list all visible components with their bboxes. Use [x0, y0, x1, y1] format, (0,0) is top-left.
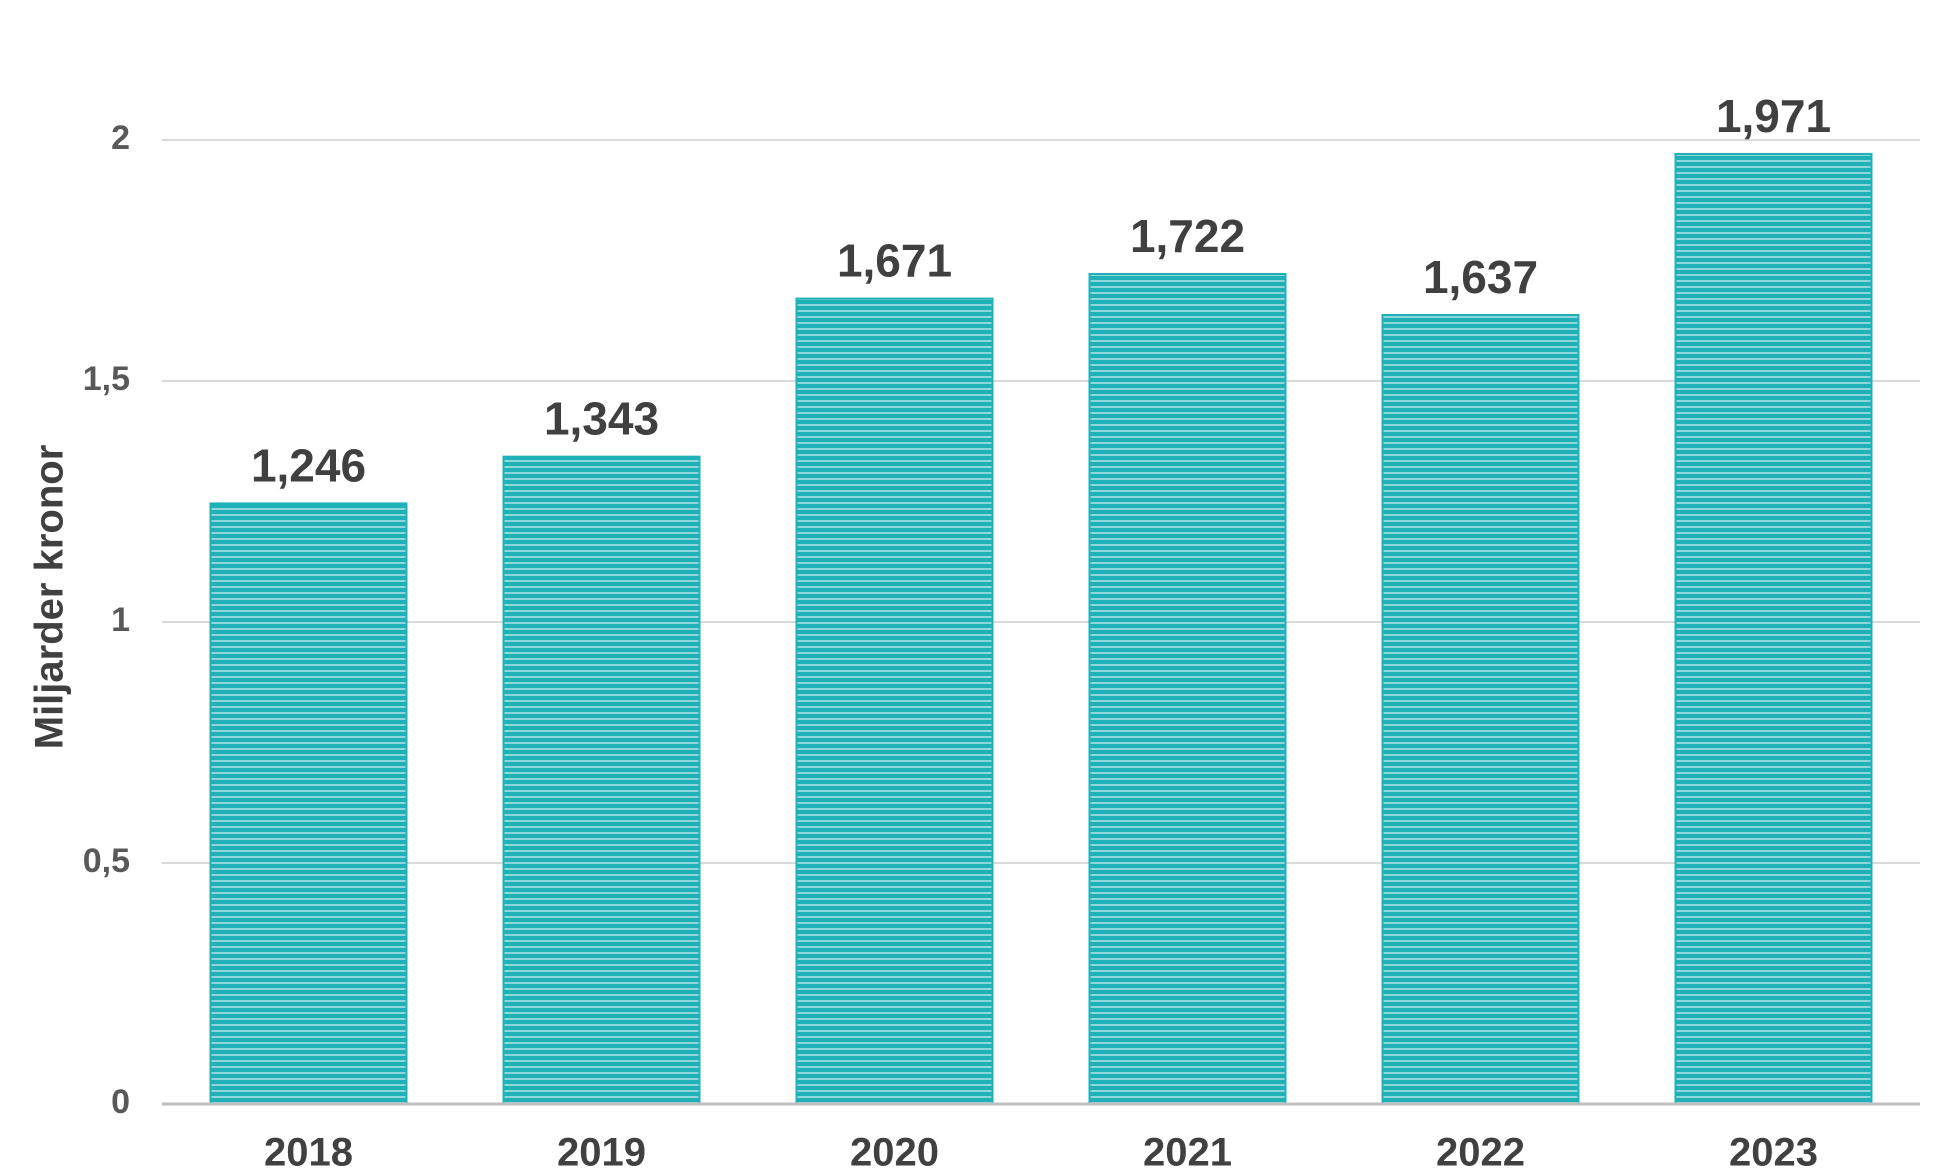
y-tick-label: 0 [111, 1083, 130, 1121]
bar [502, 455, 701, 1105]
x-tick-label: 2023 [1729, 1131, 1818, 1174]
bar [209, 502, 408, 1106]
y-tick-label: 1 [111, 601, 130, 639]
value-label: 1,343 [544, 393, 659, 445]
bar [1381, 313, 1580, 1105]
y-tick-label: 0,5 [83, 842, 130, 880]
x-tick-label: 2021 [1143, 1131, 1232, 1174]
x-tick-label: 2022 [1436, 1131, 1525, 1174]
value-label: 1,971 [1716, 90, 1831, 142]
x-tick-label: 2018 [264, 1131, 353, 1174]
y-tick-label: 1,5 [83, 360, 130, 398]
bar [795, 297, 994, 1105]
value-label: 1,246 [251, 439, 366, 491]
value-label: 1,722 [1130, 210, 1245, 262]
y-tick-label: 2 [111, 119, 130, 157]
bar [1088, 272, 1287, 1106]
value-label: 1,671 [837, 235, 952, 287]
x-tick-label: 2019 [557, 1131, 646, 1174]
value-label: 1,637 [1423, 251, 1538, 303]
y-axis-label: Miljarder kronor [28, 445, 72, 750]
chart-title: Inbetald elektronikskatt 2018-2023 [472, 0, 1478, 12]
bar [1674, 152, 1873, 1105]
x-tick-label: 2020 [850, 1131, 939, 1174]
